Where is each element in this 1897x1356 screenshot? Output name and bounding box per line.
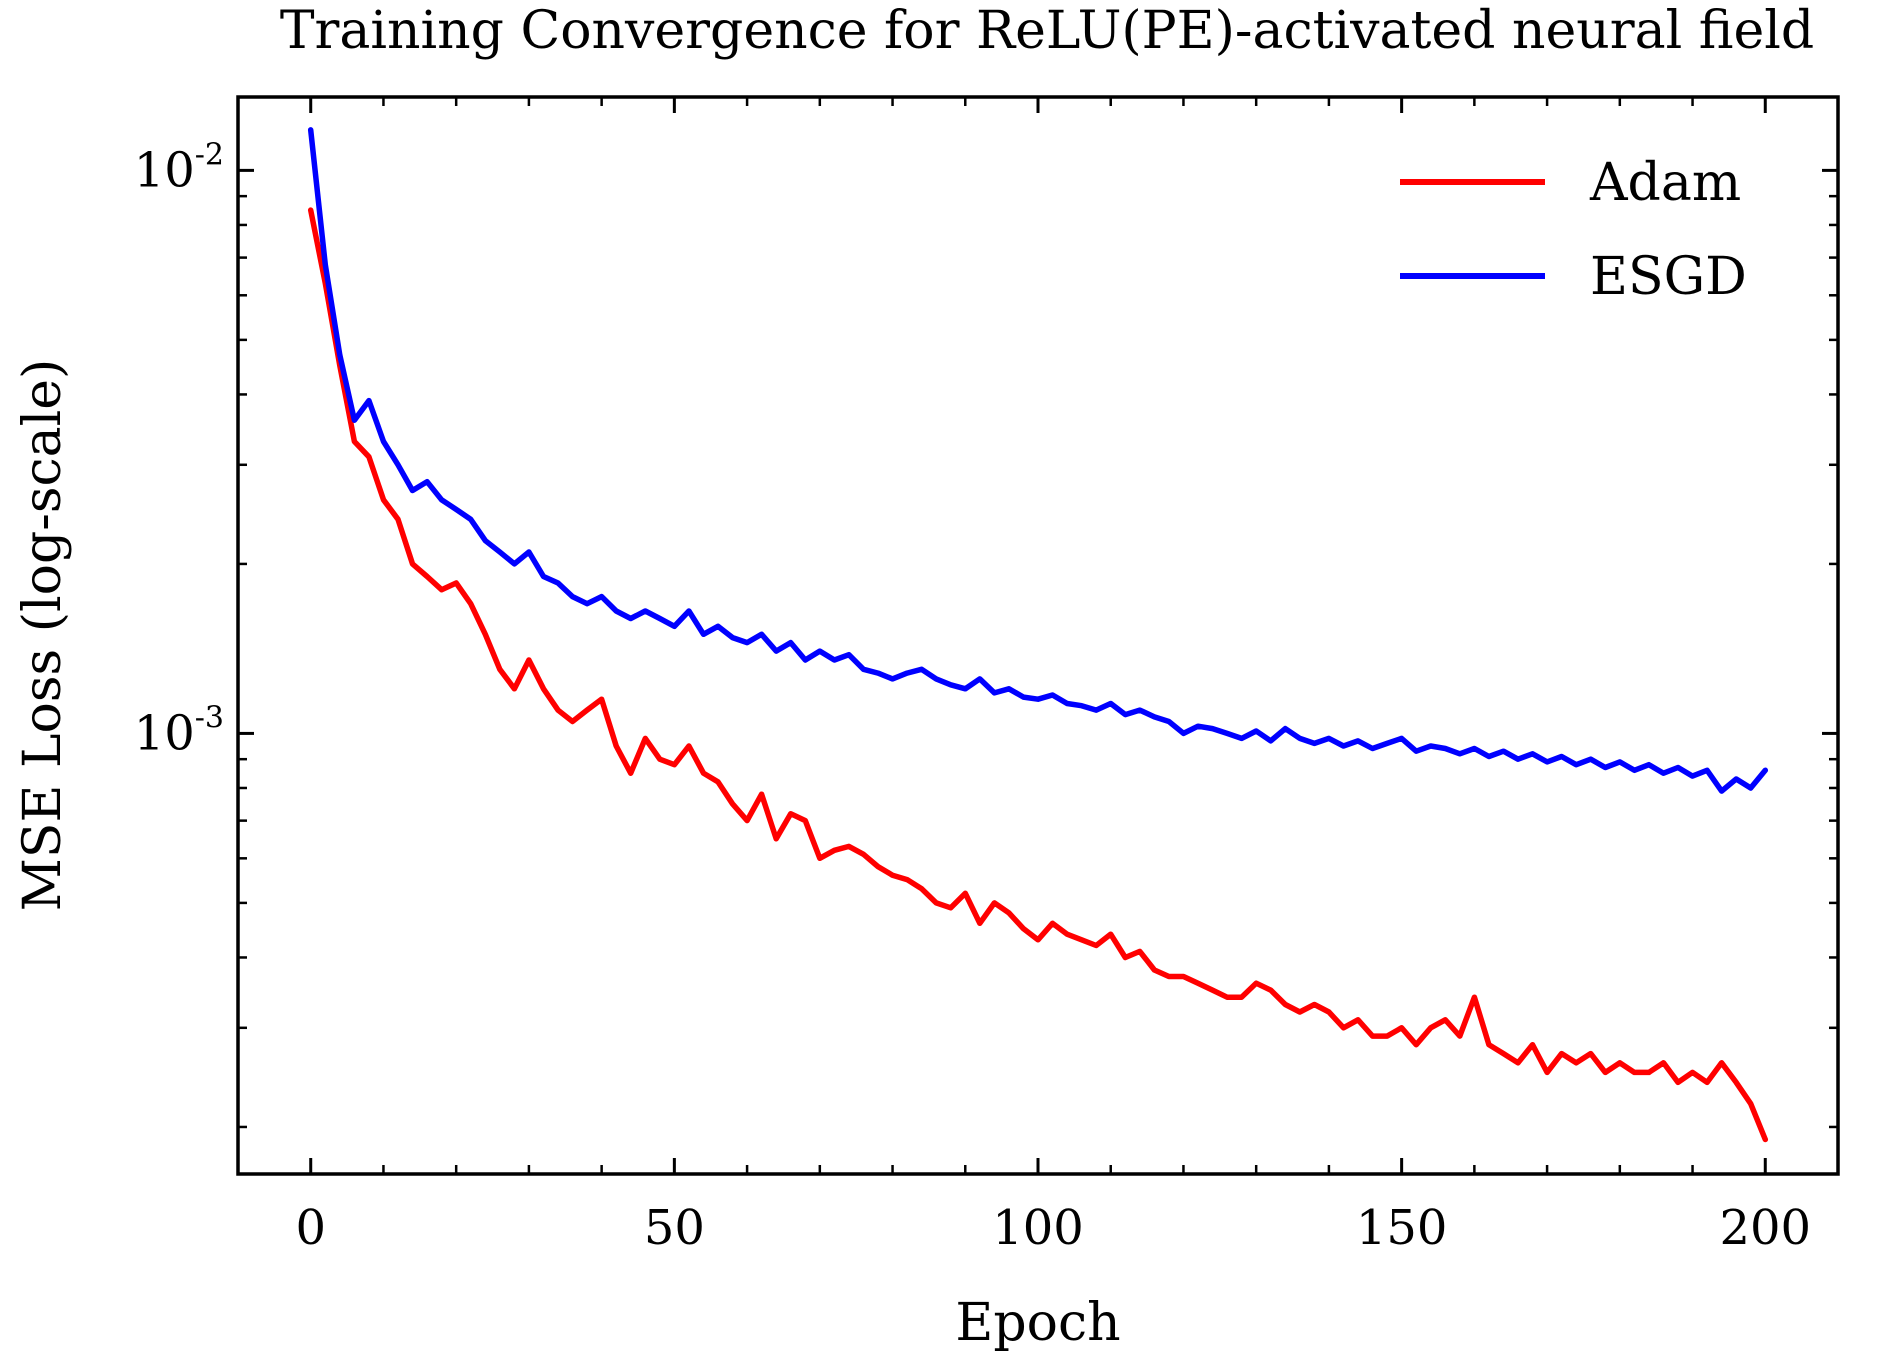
legend-label-adam: Adam	[1589, 153, 1741, 213]
x-axis: 0 50 100 150 200	[236, 97, 1840, 1256]
x-tick-label: 0	[295, 1200, 326, 1256]
series-line-adam	[307, 207, 1769, 1143]
x-tick-label: 100	[992, 1200, 1084, 1256]
series-line-esgd	[307, 127, 1769, 794]
x-tick-label: 50	[644, 1200, 705, 1256]
x-tick-label: 150	[1356, 1200, 1448, 1256]
chart-title: Training Convergence for ReLU(PE)-activa…	[280, 1, 1814, 61]
legend-label-esgd: ESGD	[1590, 247, 1747, 307]
x-axis-label: Epoch	[955, 1293, 1120, 1353]
y-tick-label: 10-3	[134, 700, 224, 761]
y-axis-label: MSE Loss (log-scale)	[13, 359, 73, 912]
plot-area	[307, 127, 1769, 1143]
legend: Adam ESGD	[1400, 153, 1747, 307]
y-axis: 10-2 10-3	[134, 137, 1838, 1129]
y-tick-label: 10-2	[134, 137, 224, 198]
x-tick-label: 200	[1719, 1200, 1811, 1256]
